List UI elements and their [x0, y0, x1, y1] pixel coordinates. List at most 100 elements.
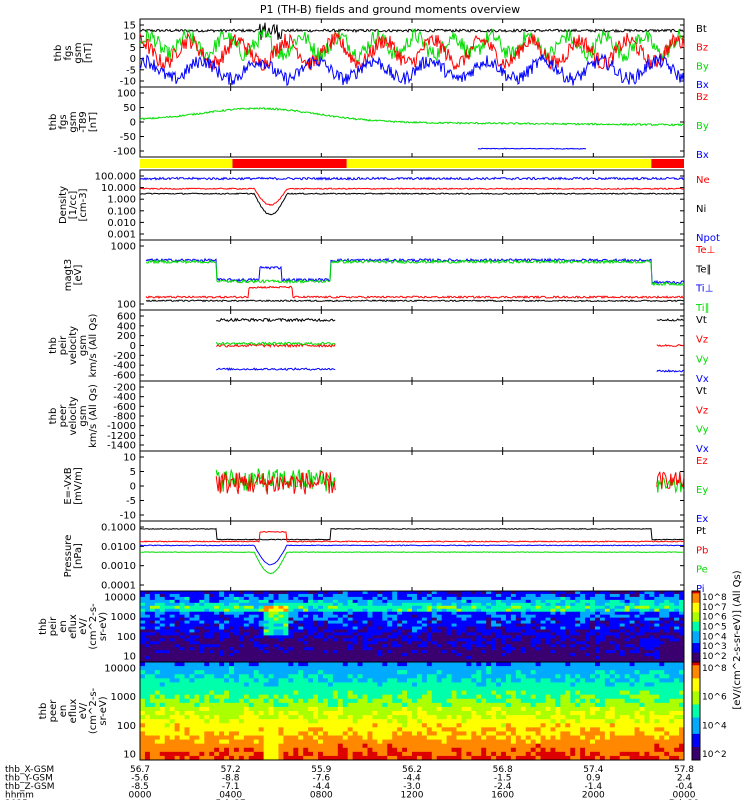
- heatmap-cell: [609, 614, 616, 619]
- heatmap-cell: [179, 678, 186, 683]
- heatmap-cell: [530, 674, 537, 679]
- heatmap-cell: [169, 682, 176, 687]
- heatmap-cell: [545, 599, 551, 604]
- heatmap-cell: [629, 659, 636, 663]
- heatmap-cell: [412, 698, 418, 704]
- colorbar-cell: [692, 659, 700, 663]
- heatmap-cell: [273, 591, 279, 595]
- heatmap-cell: [466, 626, 472, 630]
- heatmap-cell: [520, 605, 527, 610]
- legend-entry: Ni: [696, 204, 706, 215]
- heatmap-cell: [253, 632, 260, 636]
- heatmap-cell: [174, 755, 181, 761]
- heatmap-cell: [644, 656, 650, 660]
- heatmap-cell: [189, 635, 195, 639]
- heatmap-cell: [426, 747, 433, 753]
- heatmap-cell: [491, 635, 497, 639]
- heatmap-cell: [659, 653, 665, 657]
- heatmap-cell: [288, 614, 294, 619]
- heatmap-cell: [154, 735, 161, 741]
- heatmap-cell: [357, 755, 364, 761]
- heatmap-cell: [308, 731, 314, 736]
- colorbar-cell: [692, 617, 700, 620]
- heatmap-cell: [337, 662, 344, 667]
- heatmap-cell: [327, 638, 334, 642]
- heatmap-cell: [332, 743, 339, 749]
- heatmap-cell: [159, 719, 166, 724]
- heatmap-cell: [604, 644, 611, 648]
- heatmap-cell: [560, 644, 566, 648]
- heatmap-cell: [332, 596, 339, 601]
- heatmap-cell: [545, 617, 551, 622]
- heatmap-cell: [243, 666, 250, 671]
- heatmap-cell: [397, 602, 403, 607]
- heatmap-cell: [407, 694, 413, 700]
- heatmap-cell: [298, 635, 304, 639]
- heatmap-cell: [332, 635, 339, 639]
- heatmap-cell: [184, 635, 190, 639]
- heatmap-cell: [298, 743, 304, 749]
- heatmap-cell: [456, 678, 462, 683]
- heatmap-cell: [194, 686, 200, 692]
- heatmap-cell: [229, 593, 235, 598]
- heatmap-cell: [204, 599, 210, 604]
- heatmap-cell: [189, 694, 195, 700]
- heatmap-cell: [194, 593, 200, 598]
- heatmap-cell: [515, 644, 522, 648]
- heatmap-cell: [525, 727, 532, 732]
- heatmap-cell: [159, 614, 166, 619]
- heatmap-cell: [209, 666, 215, 671]
- heatmap-cell: [451, 711, 458, 716]
- heatmap-cell: [273, 678, 279, 683]
- heatmap-cell: [594, 629, 601, 633]
- heatmap-cell: [599, 602, 606, 607]
- heatmap-cell: [431, 602, 438, 607]
- heatmap-cell: [496, 629, 502, 633]
- heatmap-cell: [476, 620, 482, 625]
- heatmap-cell: [238, 739, 245, 745]
- heatmap-cell: [436, 755, 443, 761]
- heatmap-cell: [352, 614, 359, 619]
- heatmap-cell: [496, 659, 502, 663]
- heatmap-cell: [204, 641, 210, 645]
- heatmap-cell: [377, 747, 383, 753]
- heatmap-cell: [327, 617, 334, 622]
- heatmap-cell: [367, 599, 373, 604]
- heatmap-cell: [219, 653, 225, 657]
- heatmap-cell: [308, 638, 314, 642]
- heatmap-cell: [392, 727, 398, 732]
- heatmap-cell: [461, 638, 467, 642]
- heatmap-cell: [357, 739, 364, 745]
- heatmap-cell: [352, 747, 359, 753]
- heatmap-cell: [357, 635, 364, 639]
- heatmap-cell: [510, 591, 517, 595]
- heatmap-cell: [590, 620, 596, 625]
- heatmap-cell: [377, 743, 383, 749]
- heatmap-cell: [149, 632, 156, 636]
- heatmap-cell: [174, 659, 181, 663]
- heatmap-cell: [377, 755, 383, 761]
- heatmap-cell: [669, 635, 675, 639]
- heatmap-cell: [308, 678, 314, 683]
- heatmap-cell: [169, 715, 176, 720]
- heatmap-cell: [313, 727, 319, 732]
- heatmap-cell: [436, 694, 443, 700]
- heatmap-cell: [204, 755, 210, 761]
- heatmap-cell: [322, 602, 329, 607]
- heatmap-cell: [654, 647, 660, 651]
- heatmap-cell: [565, 656, 571, 660]
- heatmap-cell: [570, 641, 576, 645]
- heatmap-cell: [614, 620, 621, 625]
- heatmap-cell: [332, 690, 339, 696]
- heatmap-cell: [248, 593, 255, 598]
- heatmap-cell: [491, 715, 497, 720]
- heatmap-cell: [233, 629, 240, 633]
- series-By: [139, 107, 685, 127]
- heatmap-cell: [575, 599, 581, 604]
- heatmap-cell: [352, 608, 359, 613]
- heatmap-cell: [580, 617, 586, 622]
- ylabel-line: (cm^2-s-: [88, 603, 99, 650]
- heatmap-cell: [327, 739, 334, 745]
- heatmap-cell: [590, 599, 596, 604]
- heatmap-cell: [649, 599, 655, 604]
